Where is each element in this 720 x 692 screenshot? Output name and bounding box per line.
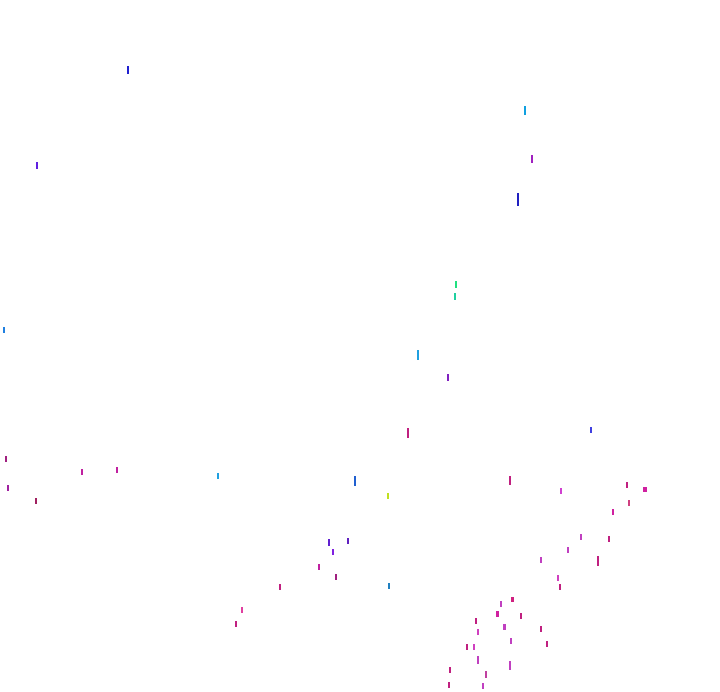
speck <box>477 656 479 664</box>
speck <box>485 671 487 678</box>
speck <box>116 467 118 473</box>
speck <box>35 498 37 504</box>
speck <box>509 476 511 485</box>
speck <box>454 293 456 300</box>
speck <box>36 162 38 169</box>
speck <box>540 626 542 632</box>
speck <box>354 476 356 486</box>
speck <box>597 556 599 566</box>
speck <box>524 106 526 115</box>
speck <box>3 327 5 333</box>
speck <box>608 536 610 542</box>
speck <box>511 597 514 602</box>
speck <box>347 538 349 544</box>
speck <box>517 193 519 206</box>
speck <box>387 493 389 499</box>
speck <box>455 281 457 288</box>
speck <box>448 682 450 688</box>
speck <box>557 575 559 581</box>
speck <box>643 487 647 492</box>
speck <box>217 473 219 479</box>
speck <box>335 574 337 580</box>
speck <box>279 584 281 590</box>
speck <box>447 374 449 381</box>
speck <box>388 583 390 589</box>
speck <box>500 601 502 607</box>
speck <box>235 621 237 627</box>
speck <box>417 350 419 360</box>
speck <box>520 613 522 619</box>
speck <box>81 469 83 475</box>
speck <box>127 66 129 74</box>
speck <box>546 641 548 647</box>
speck <box>567 547 569 553</box>
speck <box>560 488 562 494</box>
speckles <box>3 66 647 689</box>
speck <box>5 456 7 462</box>
speck <box>241 607 243 613</box>
speck <box>473 644 475 650</box>
speck <box>496 611 499 617</box>
speck <box>503 624 506 630</box>
speck <box>477 629 479 635</box>
speck <box>531 155 533 163</box>
speck <box>407 428 409 438</box>
speck <box>580 534 582 540</box>
speck <box>612 509 614 515</box>
speck <box>626 482 628 488</box>
speck <box>509 661 511 670</box>
speck <box>540 557 542 563</box>
speck <box>510 638 512 644</box>
speck <box>7 485 9 491</box>
speck <box>628 500 630 506</box>
speck <box>559 584 561 590</box>
speck <box>332 549 334 555</box>
speck <box>328 539 330 546</box>
speck <box>482 683 484 689</box>
speck <box>466 644 468 650</box>
speck <box>449 667 451 673</box>
speck <box>590 427 592 433</box>
speck <box>475 618 477 624</box>
speck <box>318 564 320 570</box>
